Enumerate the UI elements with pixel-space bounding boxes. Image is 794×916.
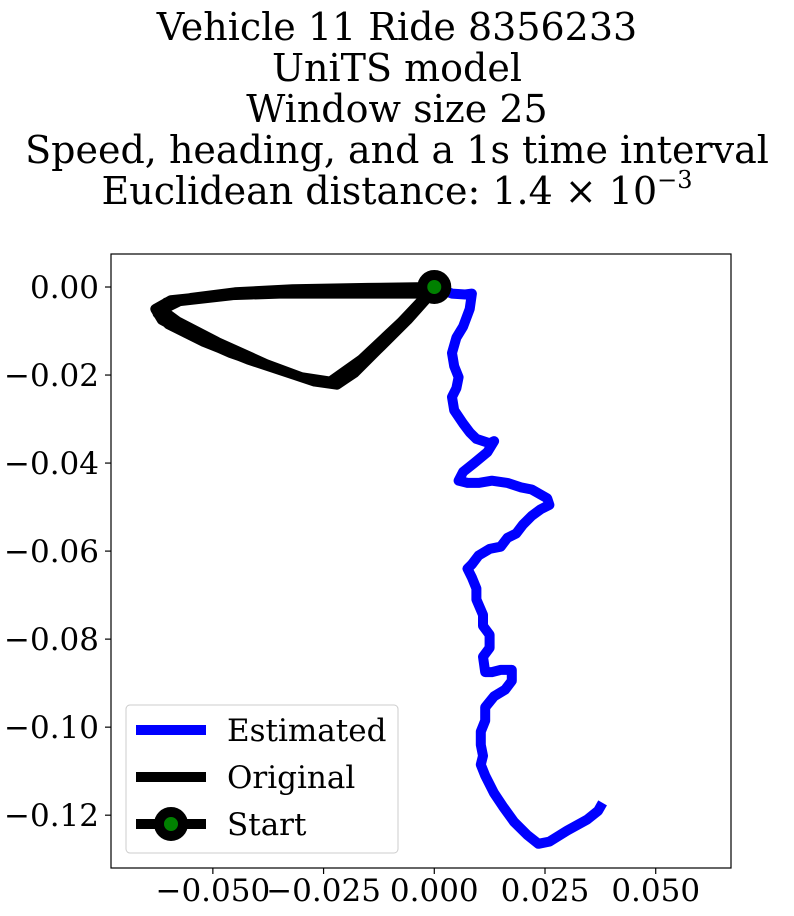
y-tick-label: −0.06 xyxy=(4,534,99,570)
x-tick-label: 0.025 xyxy=(501,873,590,909)
y-tick-label: −0.04 xyxy=(4,446,99,482)
legend: Estimated Original Start xyxy=(125,704,399,854)
axes: −0.050−0.025 0.000 0.025 0.050 0.00 −0.02 −0.0… xyxy=(4,253,732,909)
legend-label-start: Start xyxy=(227,807,307,843)
chart-title-line-5: Euclidean distance: 1.4 × 10−3 xyxy=(0,168,794,213)
legend-label-original: Original xyxy=(227,760,355,796)
plot-lines xyxy=(150,270,607,849)
plot-frame xyxy=(110,253,732,869)
chart-title-line-2: UniTS model xyxy=(272,46,522,90)
chart-title-line-5-text: Euclidean distance: 1.4 × 10 xyxy=(101,169,658,213)
y-tick-label: −0.08 xyxy=(4,622,99,658)
chart-title-line-4: Speed, heading, and a 1s time interval xyxy=(25,128,769,172)
start-marker xyxy=(417,270,452,305)
legend-label-estimated: Estimated xyxy=(227,713,386,749)
series-line-estimated xyxy=(432,282,607,849)
x-tick-label: 0.000 xyxy=(390,873,479,909)
y-tick-label: −0.12 xyxy=(4,798,99,834)
y-tick-label: 0.00 xyxy=(30,270,99,306)
chart-title-line-5-exponent: −3 xyxy=(657,166,693,194)
chart-title-line-1: Vehicle 11 Ride 8356233 xyxy=(156,5,638,49)
chart-title-line-3: Window size 25 xyxy=(246,87,548,131)
x-tick-label: −0.050 xyxy=(155,873,270,909)
x-tick-label: 0.050 xyxy=(611,873,700,909)
legend-start-marker xyxy=(154,807,188,841)
x-tick-label: −0.025 xyxy=(266,873,381,909)
series-line-original xyxy=(150,282,440,390)
y-tick-label: −0.02 xyxy=(4,358,99,394)
y-tick-label: −0.10 xyxy=(4,710,99,746)
legend-box xyxy=(125,704,399,854)
